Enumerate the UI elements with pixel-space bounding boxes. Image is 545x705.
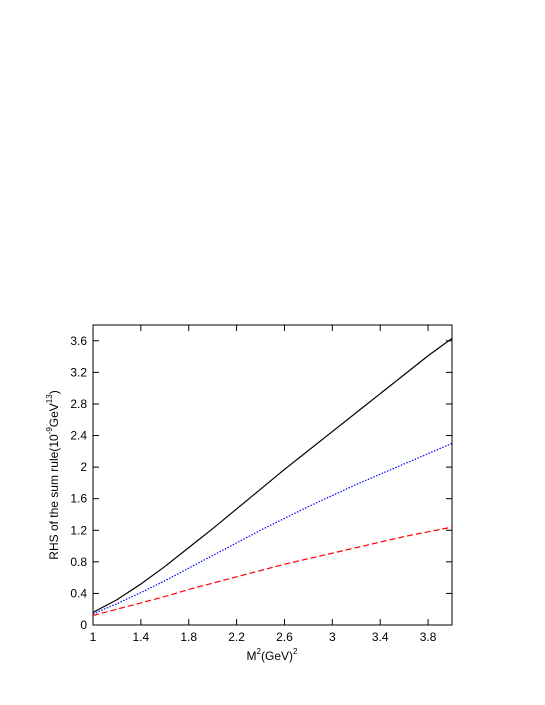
x-tick-label: 1 xyxy=(90,630,97,644)
x-tick-label: 1.4 xyxy=(133,630,150,644)
y-label-part: GeV xyxy=(47,403,61,427)
y-label-part: ) xyxy=(47,390,61,394)
x-label-part: M xyxy=(247,649,257,663)
y-tick-label: 3.2 xyxy=(70,365,87,379)
plot-frame xyxy=(92,324,453,626)
y-label-sup: 13 xyxy=(45,394,54,403)
x-tick-label: 1.8 xyxy=(180,630,197,644)
x-tick-label: 2.2 xyxy=(228,630,245,644)
y-label-part: RHS of the sum rule(10 xyxy=(47,434,61,560)
x-axis-label: M2(GeV)2 xyxy=(247,647,298,663)
y-tick-label: 2 xyxy=(80,460,87,474)
x-label-sup: 2 xyxy=(293,647,298,656)
y-tick-label: 2.4 xyxy=(70,429,87,443)
series-line xyxy=(92,337,453,613)
y-tick-label: 1.2 xyxy=(70,523,87,537)
y-label-sup: -9 xyxy=(45,427,54,435)
x-tick-label: 3 xyxy=(329,630,336,644)
x-tick-label: 3.8 xyxy=(420,630,437,644)
x-label-part: (GeV) xyxy=(261,649,293,663)
y-tick-label: 1.6 xyxy=(70,492,87,506)
series-line xyxy=(92,442,453,615)
y-tick-label: 0.4 xyxy=(70,586,87,600)
x-tick-label: 3.4 xyxy=(372,630,389,644)
y-tick-label: 3.6 xyxy=(70,334,87,348)
y-tick-label: 0.8 xyxy=(70,555,87,569)
y-tick-label: 2.8 xyxy=(70,397,87,411)
y-axis-label: RHS of the sum rule(10-9GeV13) xyxy=(45,390,61,559)
x-label-sup: 2 xyxy=(257,647,262,656)
x-tick-label: 2.6 xyxy=(276,630,293,644)
y-tick-label: 0 xyxy=(80,618,87,632)
series-line xyxy=(92,526,453,617)
